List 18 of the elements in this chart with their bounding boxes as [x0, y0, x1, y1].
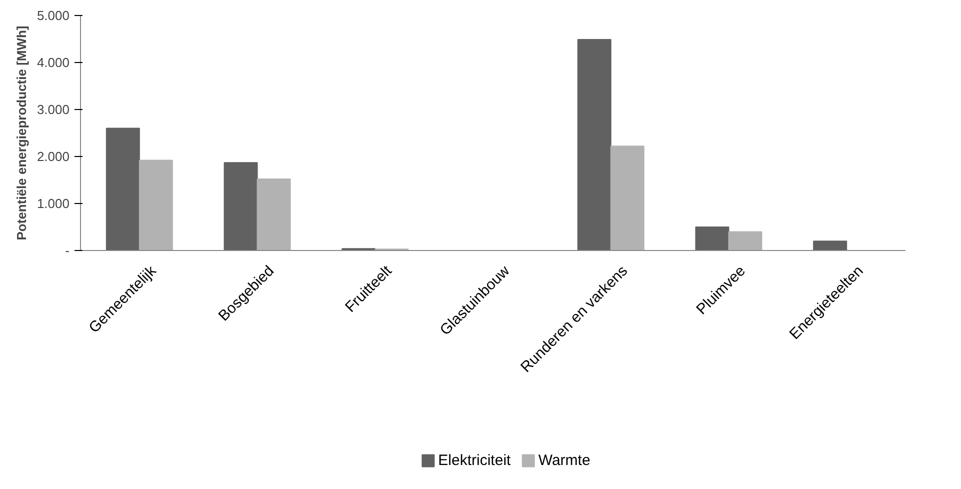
bar: [138, 160, 173, 250]
bar: [695, 226, 730, 250]
y-tick-label: 1.000: [36, 196, 70, 211]
bar: [577, 38, 612, 250]
y-tick-label: 5.000: [36, 8, 70, 23]
bar: [728, 231, 762, 250]
legend-label: Elektriciteit: [438, 452, 512, 470]
y-tick-label: 4.000: [36, 55, 70, 70]
y-tick-label: 3.000: [36, 102, 70, 117]
legend-label: Warmte: [538, 452, 590, 470]
y-tick-label: -: [65, 243, 70, 258]
y-tick-label: 2.000: [36, 149, 70, 164]
bar: [256, 178, 291, 250]
y-axis-title: Potentiële energieproductie [MWh]: [14, 26, 29, 240]
bar: [106, 128, 140, 250]
bar: [610, 146, 644, 250]
bar: [224, 162, 258, 250]
bar: [813, 240, 848, 250]
